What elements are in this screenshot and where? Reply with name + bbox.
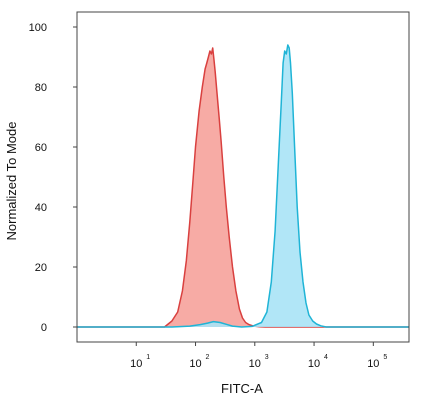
- y-axis-ticks: 0 20 40 60 80 100: [29, 22, 77, 334]
- x-tick-label: 10: [249, 358, 261, 370]
- x-tick-exponent: 2: [206, 354, 210, 361]
- y-tick-label: 20: [35, 262, 47, 274]
- plot-frame: [76, 11, 410, 343]
- x-tick-exponent: 1: [146, 354, 150, 361]
- x-tick-exponent: 5: [383, 354, 387, 361]
- x-tick-label: 10: [130, 358, 142, 370]
- x-tick-label: 10: [308, 358, 320, 370]
- y-tick-label: 80: [35, 82, 47, 94]
- y-tick-label: 0: [41, 322, 47, 334]
- x-axis-title: FITC-A: [221, 381, 263, 396]
- x-tick-label: 10: [367, 358, 379, 370]
- y-tick-label: 100: [29, 22, 47, 34]
- x-tick-exponent: 3: [265, 354, 269, 361]
- series-2-line: [77, 44, 409, 328]
- y-tick-label: 60: [35, 142, 47, 154]
- series-1-area: [77, 48, 409, 327]
- y-tick-label: 40: [35, 202, 47, 214]
- x-tick-exponent: 4: [324, 354, 328, 361]
- y-axis-title: Normalized To Mode: [4, 122, 19, 241]
- series-layer: [77, 44, 409, 328]
- x-tick-label: 10: [189, 358, 201, 370]
- x-axis-ticks: 10 1 10 2 10 3 10 4 10 5: [130, 342, 387, 370]
- series-2-area: [77, 45, 409, 327]
- series-1-line: [77, 47, 409, 328]
